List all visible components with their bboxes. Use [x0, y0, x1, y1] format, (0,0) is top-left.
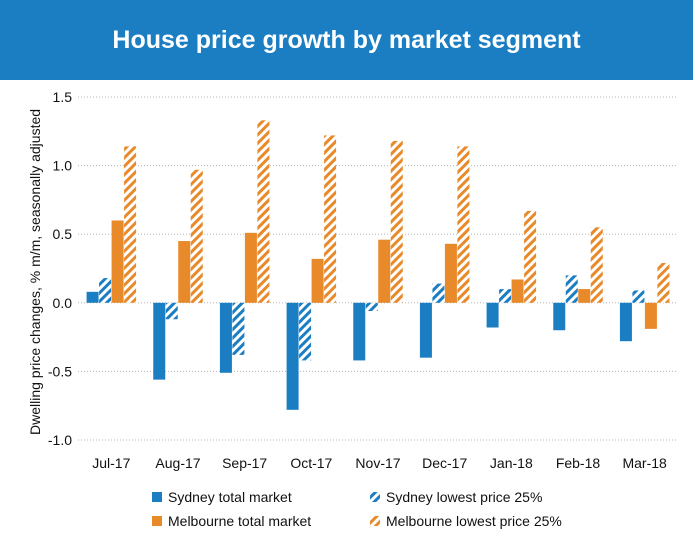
- melbourne-total-bar: [511, 279, 524, 303]
- legend-swatch: [370, 492, 380, 502]
- x-tick-label: Feb-18: [556, 455, 601, 471]
- sydney-total-bar: [353, 302, 366, 361]
- melbourne-lowest-bar: [257, 120, 270, 303]
- sydney-lowest-bar: [165, 302, 178, 320]
- melbourne-lowest-bar: [324, 135, 337, 303]
- melbourne-total-bar: [111, 220, 124, 303]
- legend-label: Melbourne total market: [168, 513, 311, 529]
- x-tick-label: Mar-18: [622, 455, 667, 471]
- legend-label: Sydney lowest price 25%: [386, 489, 542, 505]
- y-axis-label: Dwelling price changes, % m/m, seasonall…: [27, 109, 43, 435]
- melbourne-total-bar: [311, 258, 324, 303]
- sydney-lowest-bar: [432, 283, 445, 303]
- melbourne-lowest-bar: [190, 169, 203, 303]
- sydney-total-bar: [286, 302, 299, 410]
- x-tick-label: Aug-17: [155, 455, 200, 471]
- sydney-lowest-bar: [499, 289, 512, 303]
- legend-label: Melbourne lowest price 25%: [386, 513, 562, 529]
- y-tick-label: 1.0: [53, 158, 73, 174]
- melbourne-lowest-bar: [524, 210, 537, 303]
- sydney-total-bar: [553, 302, 566, 331]
- x-tick-label: Dec-17: [422, 455, 467, 471]
- melbourne-total-bar: [644, 302, 657, 329]
- title-banner: House price growth by market segment: [0, 0, 693, 80]
- sydney-total-bar: [86, 291, 99, 303]
- bars: [86, 120, 670, 410]
- x-tick-label: Jan-18: [490, 455, 533, 471]
- y-tick-label: -0.5: [48, 363, 72, 379]
- legend-swatch: [152, 492, 162, 502]
- x-axis-ticks: Jul-17 Aug-17 Sep-17 Oct-17 Nov-17 Dec-17 Jan-…: [92, 455, 667, 471]
- melbourne-lowest-bar: [390, 140, 403, 303]
- y-tick-label: 1.5: [53, 89, 73, 105]
- legend-swatch: [152, 516, 162, 526]
- sydney-lowest-bar: [565, 275, 578, 303]
- melbourne-lowest-bar: [124, 146, 137, 303]
- melbourne-total-bar: [244, 232, 257, 303]
- x-tick-label: Jul-17: [92, 455, 130, 471]
- x-tick-label: Nov-17: [355, 455, 400, 471]
- sydney-total-bar: [219, 302, 232, 373]
- y-tick-label: 0.0: [53, 295, 73, 311]
- sydney-lowest-bar: [99, 278, 112, 303]
- y-tick-label: 0.5: [53, 226, 73, 242]
- y-axis-ticks: 1.5 1.0 0.5 0.0 -0.5 -1.0: [48, 89, 72, 448]
- melbourne-lowest-bar: [457, 146, 470, 303]
- melbourne-total-bar: [444, 243, 457, 303]
- legend: Sydney total market Sydney lowest price 2…: [152, 489, 562, 529]
- legend-swatch: [370, 516, 380, 526]
- y-tick-label: -1.0: [48, 432, 72, 448]
- x-tick-label: Sep-17: [222, 455, 267, 471]
- sydney-lowest-bar: [232, 302, 245, 355]
- sydney-total-bar: [153, 302, 166, 380]
- melbourne-total-bar: [178, 241, 191, 303]
- melbourne-total-bar: [378, 239, 391, 303]
- gridlines: [78, 96, 678, 441]
- chart-title: House price growth by market segment: [112, 25, 581, 54]
- x-tick-label: Oct-17: [290, 455, 332, 471]
- sydney-total-bar: [619, 302, 632, 342]
- sydney-total-bar: [419, 302, 432, 358]
- melbourne-lowest-bar: [590, 227, 603, 303]
- legend-label: Sydney total market: [168, 489, 292, 505]
- melbourne-total-bar: [578, 289, 591, 303]
- melbourne-lowest-bar: [657, 263, 670, 303]
- sydney-lowest-bar: [365, 302, 378, 312]
- sydney-total-bar: [486, 302, 499, 328]
- sydney-lowest-bar: [632, 290, 645, 303]
- sydney-lowest-bar: [299, 302, 312, 361]
